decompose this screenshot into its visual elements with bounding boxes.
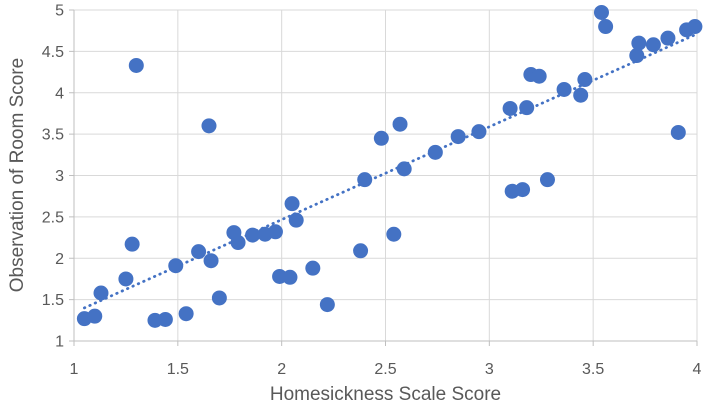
data-point <box>93 285 109 301</box>
data-point <box>124 236 140 252</box>
data-point <box>168 258 184 274</box>
y-tick-label: 3 <box>55 168 64 185</box>
data-point <box>392 116 408 132</box>
data-point <box>502 100 518 116</box>
x-axis-title: Homesickness Scale Score <box>269 384 502 405</box>
data-point <box>471 124 487 140</box>
data-point <box>245 227 261 243</box>
trendline <box>82 33 697 310</box>
data-point <box>519 100 535 116</box>
y-tick-label: 4.5 <box>42 44 64 61</box>
data-point <box>427 144 443 160</box>
data-point <box>178 306 194 322</box>
data-point <box>556 81 572 97</box>
data-point <box>353 243 369 259</box>
data-point <box>539 172 555 188</box>
data-point <box>267 224 283 240</box>
data-point <box>191 244 207 260</box>
x-tick-label: 4 <box>693 361 702 378</box>
y-tick-label: 4 <box>55 85 64 102</box>
data-point <box>203 253 219 269</box>
data-point <box>531 68 547 84</box>
data-point <box>157 311 173 327</box>
data-point <box>230 235 246 251</box>
data-point <box>305 260 321 276</box>
data-point <box>515 182 531 198</box>
data-point <box>87 308 103 324</box>
data-point <box>282 269 298 285</box>
data-point <box>284 196 300 212</box>
x-tick-label: 1.5 <box>167 361 189 378</box>
data-point <box>593 4 609 20</box>
data-point <box>631 35 647 51</box>
data-point <box>288 212 304 228</box>
y-tick-label: 1 <box>55 334 64 351</box>
y-tick-label: 1.5 <box>42 292 64 309</box>
data-point <box>118 271 134 287</box>
y-tick-label: 2 <box>55 251 64 268</box>
data-point <box>573 87 589 103</box>
x-tick-label: 2.5 <box>374 361 396 378</box>
data-point <box>319 297 335 313</box>
x-tick-label: 3 <box>485 361 494 378</box>
data-point <box>396 161 412 177</box>
data-point <box>660 30 676 46</box>
data-point <box>128 57 144 73</box>
data-point <box>211 290 227 306</box>
data-point <box>373 130 389 146</box>
data-point <box>357 172 373 188</box>
x-tick-label: 1 <box>70 361 79 378</box>
data-point <box>386 226 402 242</box>
y-tick-label: 3.5 <box>42 127 64 144</box>
data-point <box>629 48 645 64</box>
x-tick-label: 2 <box>277 361 286 378</box>
y-tick-label: 2.5 <box>42 209 64 226</box>
data-point <box>670 124 686 140</box>
data-point <box>201 118 217 134</box>
data-point <box>645 37 661 53</box>
data-point <box>687 19 703 35</box>
data-point <box>598 19 614 35</box>
y-tick-label: 5 <box>55 3 64 20</box>
data-point <box>577 72 593 88</box>
data-point <box>450 129 466 145</box>
x-tick-label: 3.5 <box>582 361 604 378</box>
y-axis-title: Observation of Room Score <box>7 57 28 293</box>
